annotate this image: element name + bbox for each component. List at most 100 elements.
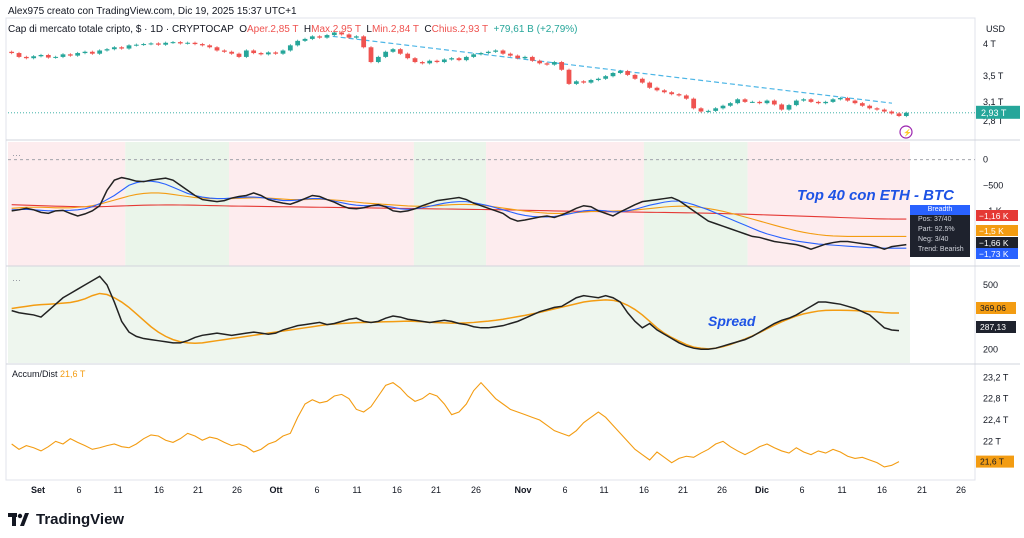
candle: [867, 105, 873, 109]
accum-dist-title: Accum/Dist 21,6 T: [12, 369, 85, 379]
breadth-pos: Pos: 37/40: [918, 216, 952, 223]
time-axis-tick: 16: [877, 485, 887, 495]
time-axis-tick: 11: [837, 485, 846, 495]
high-label: H: [303, 24, 312, 35]
candle: [771, 100, 777, 105]
candle: [419, 62, 425, 64]
candle: [317, 36, 323, 38]
breadth-neg: Neg: 3/40: [918, 236, 949, 243]
breadth-value-tag: [976, 237, 1018, 248]
candle: [588, 80, 594, 83]
spread-annotation: Spread: [708, 313, 756, 329]
candle: [104, 49, 110, 51]
breadth-axis-tick: 0: [983, 155, 988, 165]
candle: [603, 76, 609, 79]
candle: [45, 54, 51, 58]
breadth-series-line: [11, 176, 907, 251]
candle: [456, 58, 462, 61]
time-axis-tick: 6: [562, 485, 567, 495]
candle: [295, 40, 301, 46]
time-axis-tick: 16: [639, 485, 649, 495]
candle: [390, 49, 396, 52]
candle: [133, 44, 139, 46]
symbol-header: Cap di mercato totale cripto, $ · 1D · C…: [8, 24, 577, 35]
breadth-band: [125, 142, 229, 266]
time-axis-tick: 21: [193, 485, 203, 495]
last-price-tag: [976, 105, 1020, 119]
close-label: C: [424, 24, 432, 35]
spread-value-tag-text: 287,13: [980, 322, 1006, 332]
candle: [9, 51, 15, 54]
candle: [647, 82, 653, 88]
candle: [38, 54, 44, 57]
candle: [67, 54, 73, 56]
accum-last-tag-text: 21,6 T: [980, 457, 1004, 467]
candle: [368, 47, 374, 63]
breadth-value-tag-text: −1,66 K: [979, 238, 1009, 248]
candle: [845, 98, 851, 101]
time-axis-tick: Set: [31, 485, 45, 495]
candle: [163, 42, 169, 45]
accum-axis-tick: 23,2 T: [983, 372, 1009, 382]
breadth-band: [747, 142, 910, 266]
tradingview-logo[interactable]: TradingView: [8, 511, 124, 528]
candle: [141, 44, 147, 46]
candle: [566, 69, 572, 84]
candle: [346, 34, 352, 38]
candle: [412, 58, 418, 63]
candle: [199, 44, 205, 46]
time-axis-tick: Ott: [270, 485, 283, 495]
breadth-value-tag: [976, 225, 1018, 236]
candle: [111, 47, 117, 50]
tradingview-logo-text: TradingView: [36, 511, 125, 528]
open-value: Aper.2,85 T: [247, 24, 299, 35]
candle: [177, 42, 183, 44]
time-axis-tick: 16: [154, 485, 164, 495]
time-axis-tick: Nov: [514, 485, 531, 495]
time-axis-tick: 21: [917, 485, 927, 495]
candle: [500, 50, 506, 54]
currency-label: USD: [986, 24, 1006, 34]
change-value: +79,61 B (+2,79%): [493, 24, 578, 35]
time-axis-tick: 6: [799, 485, 804, 495]
candle: [397, 49, 403, 54]
candle: [801, 99, 807, 101]
time-axis-tick: 6: [76, 485, 81, 495]
candle: [610, 72, 616, 77]
accum-dist-line: [11, 381, 900, 468]
candle: [617, 71, 623, 73]
symbol-title[interactable]: Cap di mercato totale cripto, $ · 1D · C…: [8, 24, 234, 35]
breadth-band: [643, 142, 748, 266]
breadth-axis-tick: −500: [983, 180, 1003, 190]
candle: [779, 104, 785, 110]
candle: [493, 50, 499, 52]
candle: [691, 98, 697, 109]
breadth-value-tag-text: −1,5 K: [979, 226, 1004, 236]
candle: [742, 99, 748, 102]
time-axis-tick: 6: [314, 485, 319, 495]
breadth-band: [486, 142, 644, 266]
spread-axis-tick: 200: [983, 344, 998, 354]
price-axis-tick: 2,8 T: [983, 116, 1004, 126]
candle: [896, 113, 902, 117]
candle: [331, 32, 337, 36]
candle: [793, 100, 799, 106]
time-axis-tick: 16: [392, 485, 402, 495]
close-value: Chius.2,93 T: [431, 24, 488, 35]
candle: [192, 42, 198, 45]
candle: [522, 56, 528, 59]
open-label: O: [239, 24, 247, 35]
spread-value-tag: [976, 302, 1016, 314]
candle: [463, 56, 469, 61]
candle: [243, 50, 249, 57]
candle: [478, 53, 484, 55]
time-axis-tick: 11: [113, 485, 122, 495]
time-axis-tick: 26: [232, 485, 242, 495]
accum-axis-tick: 22 T: [983, 436, 1001, 446]
candle: [427, 60, 433, 64]
last-price-tag-text: 2,93 T: [981, 108, 1007, 118]
candle: [265, 52, 271, 55]
trend-line: [332, 35, 893, 104]
candle: [170, 42, 176, 44]
